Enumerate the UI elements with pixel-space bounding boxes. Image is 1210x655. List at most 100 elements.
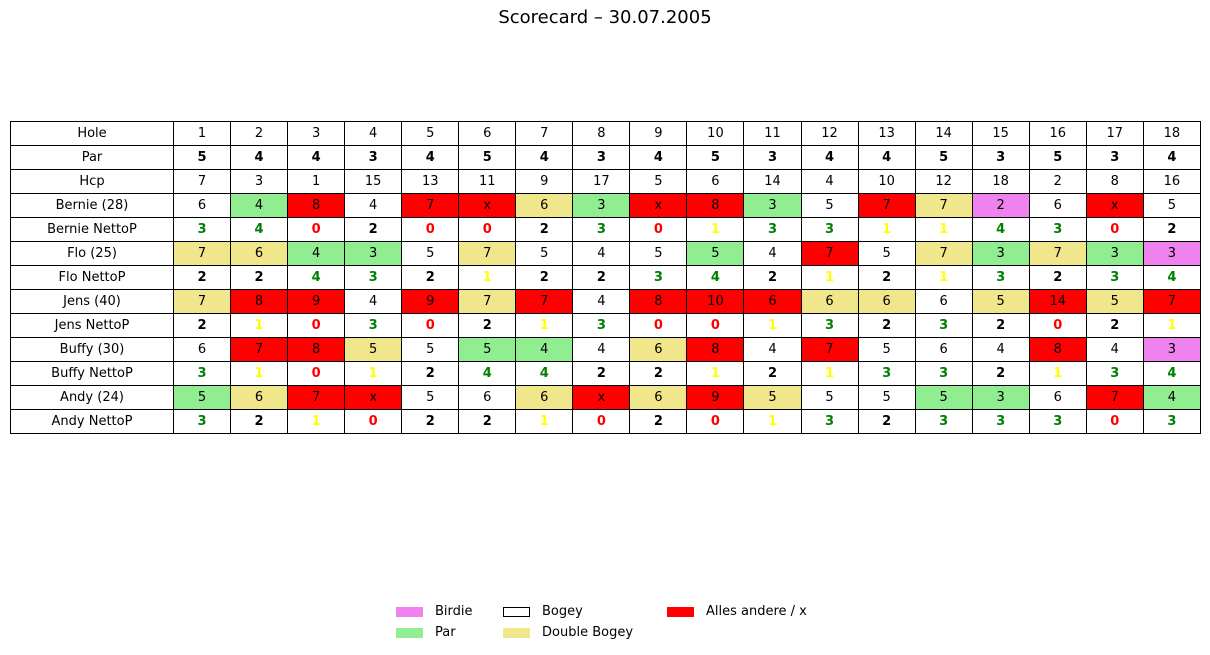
hcp-value: 9 [515,169,574,194]
netto-cell: 0 [287,217,346,242]
player-netto-row: Andy NettoP 3 2 1 0 2 2 1 0 2 0 1 3 2 3 3 3 0 3 [10,409,1202,434]
score-cell: 6 [458,385,517,410]
score-cell: 3 [1142,241,1202,266]
player-name: Flo (25) [10,241,174,266]
netto-cell: 1 [857,217,916,242]
score-cell: 8 [287,193,346,218]
netto-cell: 3 [1142,409,1202,434]
hole-number: 14 [914,121,973,146]
netto-cell: 2 [971,313,1030,338]
netto-cell: 2 [515,217,574,242]
netto-cell: 2 [857,313,916,338]
score-cell: 3 [971,241,1030,266]
par-value: 3 [1085,145,1144,170]
netto-cell: 0 [287,313,346,338]
netto-cell: 2 [344,217,403,242]
hcp-row: Hcp 7 3 1 15 13 11 9 17 5 6 14 4 10 12 18 2 8 16 [10,169,1202,194]
netto-cell: 1 [914,265,973,290]
player-netto-row: Bernie NettoP 3 4 0 2 0 0 2 3 0 1 3 3 1 1 4 3 0 2 [10,217,1202,242]
par-label: Par [10,145,174,170]
hcp-value: 13 [401,169,460,194]
netto-cell: 1 [515,313,574,338]
netto-cell: 1 [743,409,802,434]
player-score-row: Buffy (30) 6 7 8 5 5 5 4 4 6 8 4 7 5 6 4 8 4 3 [10,337,1202,362]
chart-title: Scorecard – 30.07.2005 [498,7,712,28]
score-cell: 6 [230,385,289,410]
netto-cell: 2 [971,361,1030,386]
netto-cell: 0 [1085,409,1144,434]
legend-label-double-bogey: Double Bogey [542,625,634,640]
par-value: 3 [344,145,403,170]
score-cell: 7 [515,289,574,314]
hole-number: 11 [743,121,802,146]
netto-cell: 3 [857,361,916,386]
netto-cell: 2 [230,265,289,290]
score-cell: 6 [230,241,289,266]
score-cell: 8 [686,337,745,362]
player-score-row: Jens (40) 7 8 9 4 9 7 7 4 8 10 6 6 6 6 5 14 5 7 [10,289,1202,314]
netto-cell: 0 [401,313,460,338]
legend-label-other: Alles andere / x [706,604,807,619]
netto-cell: 2 [572,265,631,290]
netto-cell: 4 [287,265,346,290]
player-score-row: Andy (24) 5 6 7 x 5 6 6 x 6 9 5 5 5 5 3 6 7 4 [10,385,1202,410]
hole-number: 1 [172,121,232,146]
netto-cell: 2 [857,409,916,434]
netto-cell: 1 [743,313,802,338]
netto-cell: 2 [857,265,916,290]
score-cell: 6 [172,193,232,218]
score-cell: 4 [572,241,631,266]
score-cell: 6 [914,337,973,362]
score-cell: 5 [857,337,916,362]
score-cell: 5 [971,289,1030,314]
score-cell: 9 [686,385,745,410]
netto-cell: 3 [1085,361,1144,386]
score-cell: 5 [914,385,973,410]
score-cell: 7 [914,193,973,218]
legend-swatch-birdie [396,606,423,617]
score-cell: 7 [401,193,460,218]
score-cell: 2 [971,193,1030,218]
netto-label: Bernie NettoP [10,217,174,242]
score-cell: 8 [287,337,346,362]
score-cell: 7 [800,337,859,362]
legend-item-other: Alles andere / x [667,601,807,622]
player-name: Jens (40) [10,289,174,314]
netto-cell: 3 [344,265,403,290]
scorecard-table: Hole 1 2 3 4 5 6 7 8 9 10 11 12 13 14 15 16 17 18 Par 5 4 4 3 4 5… [10,121,1202,434]
score-cell: 7 [230,337,289,362]
score-cell: 4 [230,193,289,218]
netto-cell: 2 [1085,313,1144,338]
score-cell: 6 [743,289,802,314]
score-cell: 7 [1142,289,1202,314]
hcp-value: 2 [1028,169,1087,194]
legend-label-birdie: Birdie [435,604,473,619]
par-value: 5 [172,145,232,170]
hole-number: 7 [515,121,574,146]
score-cell: 3 [1142,337,1202,362]
score-cell: 6 [1028,385,1087,410]
netto-cell: 1 [230,313,289,338]
netto-cell: 0 [629,217,688,242]
score-cell: 4 [971,337,1030,362]
netto-cell: 3 [971,409,1030,434]
score-cell: 3 [971,385,1030,410]
score-cell: 5 [344,337,403,362]
netto-cell: 3 [344,313,403,338]
netto-cell: 3 [914,361,973,386]
hcp-value: 4 [800,169,859,194]
legend-swatch-other [667,606,694,617]
netto-cell: 0 [572,409,631,434]
score-cell: 14 [1028,289,1087,314]
netto-cell: 1 [686,217,745,242]
score-cell: 8 [629,289,688,314]
score-cell: 10 [686,289,745,314]
score-cell: 7 [1085,385,1144,410]
hole-number: 8 [572,121,631,146]
hole-number: 5 [401,121,460,146]
score-cell: 8 [230,289,289,314]
legend-label-par: Par [435,625,456,640]
hcp-value: 7 [172,169,232,194]
hcp-value: 1 [287,169,346,194]
par-value: 4 [230,145,289,170]
